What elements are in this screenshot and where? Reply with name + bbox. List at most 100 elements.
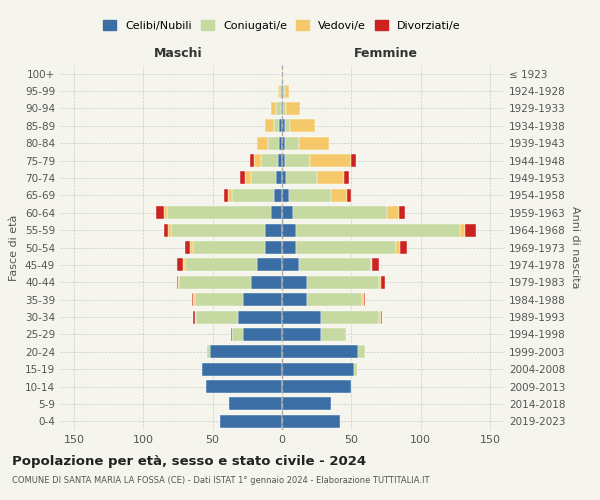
Bar [278,154,282,167]
Bar [250,154,254,167]
Bar [293,206,388,220]
Bar [206,380,282,393]
Bar [282,276,307,289]
Bar [265,224,282,236]
Bar [279,136,282,149]
Bar [331,189,347,202]
Bar [321,310,379,324]
Bar [380,276,385,289]
Bar [310,154,352,167]
Bar [277,172,282,184]
Bar [251,172,277,184]
Bar [265,120,274,132]
Bar [282,241,296,254]
Bar [271,102,277,115]
Bar [176,258,184,272]
Bar [358,346,365,358]
Bar [224,189,228,202]
Bar [282,67,283,80]
Bar [156,206,164,220]
Bar [196,310,238,324]
Bar [282,293,307,306]
Bar [164,224,168,236]
Bar [283,102,286,115]
Bar [277,102,281,115]
Bar [285,154,310,167]
Bar [286,102,300,115]
Bar [185,241,190,254]
Bar [261,154,278,167]
Bar [307,276,379,289]
Bar [282,328,321,341]
Bar [176,276,178,289]
Bar [271,206,282,220]
Bar [251,276,282,289]
Bar [282,154,285,167]
Bar [167,206,271,220]
Bar [371,258,372,272]
Bar [465,224,476,236]
Bar [193,310,194,324]
Bar [299,136,329,149]
Bar [230,328,232,341]
Bar [281,102,282,115]
Bar [265,241,282,254]
Bar [285,120,290,132]
Text: COMUNE DI SANTA MARIA LA FOSSA (CE) - Dati ISTAT 1° gennaio 2024 - Elaborazione : COMUNE DI SANTA MARIA LA FOSSA (CE) - Da… [12,476,430,485]
Bar [279,84,281,98]
Bar [379,310,380,324]
Bar [278,84,279,98]
Bar [354,362,357,376]
Bar [232,189,274,202]
Bar [282,258,299,272]
Bar [282,398,331,410]
Bar [286,172,317,184]
Bar [372,258,379,272]
Bar [321,328,346,341]
Bar [396,241,400,254]
Bar [279,120,282,132]
Bar [282,362,354,376]
Bar [380,310,382,324]
Text: Popolazione per età, sesso e stato civile - 2024: Popolazione per età, sesso e stato civil… [12,455,366,468]
Bar [352,154,356,167]
Bar [210,346,282,358]
Bar [400,241,407,254]
Bar [398,206,406,220]
Bar [362,293,364,306]
Bar [285,136,299,149]
Bar [241,172,245,184]
Bar [460,224,465,236]
Bar [243,328,282,341]
Bar [178,276,179,289]
Bar [285,84,289,98]
Bar [194,310,196,324]
Bar [238,310,282,324]
Bar [281,84,282,98]
Bar [282,189,289,202]
Bar [164,206,167,220]
Bar [257,258,282,272]
Bar [282,310,321,324]
Bar [179,276,251,289]
Bar [229,398,282,410]
Bar [282,172,286,184]
Bar [307,293,362,306]
Bar [283,84,285,98]
Bar [296,241,396,254]
Bar [388,206,398,220]
Bar [268,136,279,149]
Bar [228,189,232,202]
Y-axis label: Fasce di età: Fasce di età [10,214,19,280]
Bar [282,206,293,220]
Bar [190,241,193,254]
Bar [257,136,268,149]
Bar [299,258,371,272]
Bar [232,328,243,341]
Bar [254,154,261,167]
Bar [171,224,265,236]
Bar [282,84,283,98]
Legend: Celibi/Nubili, Coniugati/e, Vedovi/e, Divorziati/e: Celibi/Nubili, Coniugati/e, Vedovi/e, Di… [99,16,465,36]
Bar [364,293,365,306]
Bar [282,224,296,236]
